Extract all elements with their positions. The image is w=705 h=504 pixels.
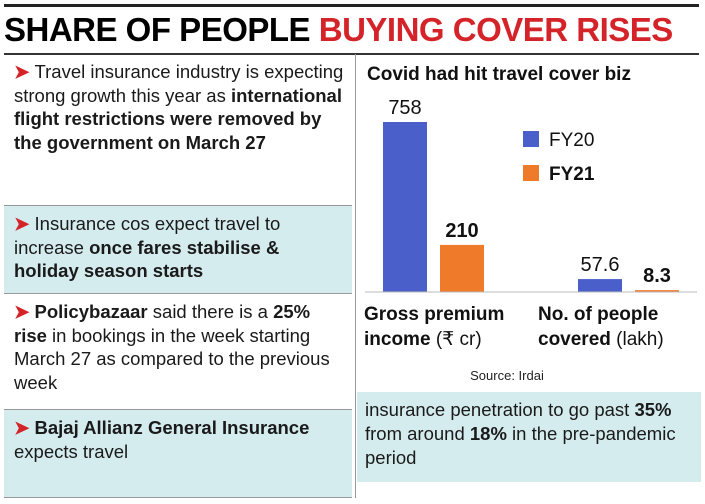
value-label: 758	[388, 97, 421, 119]
bar	[635, 290, 679, 292]
text-run: 18%	[469, 423, 507, 445]
category-unit: (lakh)	[616, 328, 664, 350]
bullet-item: ➤ Bajaj Allianz General Insurance expects…	[4, 410, 352, 498]
text-run: once fares stabilise & holiday season st…	[14, 236, 280, 282]
text-run: 25% rise	[14, 301, 311, 346]
text-run: Travel insurance industry is expecting s…	[14, 61, 344, 106]
category-name: No. of people covered	[538, 304, 659, 350]
text-run: from around	[365, 423, 470, 445]
text-run: Policybazaar	[34, 301, 148, 322]
text-run: in the pre-pandemic period	[365, 423, 676, 469]
text-run: Insurance cos expect travel to increase	[14, 213, 281, 258]
chart-title: Covid had hit travel cover biz	[367, 64, 631, 85]
left-panel: ➤ Travel insurance industry is expecting …	[4, 54, 352, 498]
x-tick-label: No. of people covered (lakh)	[538, 303, 698, 352]
bar	[578, 279, 622, 292]
legend-label: FY20	[549, 130, 594, 151]
bullet-item: ➤ Insurance cos expect travel to increase…	[4, 206, 352, 294]
legend-swatch	[523, 131, 539, 147]
category-unit: (₹ cr)	[435, 328, 482, 350]
bullet-arrow: ➤	[14, 417, 30, 438]
bullet-arrow: ➤	[14, 61, 30, 82]
bullet-arrow: ➤	[14, 301, 30, 322]
bar	[440, 244, 484, 292]
legend-swatch	[523, 165, 539, 181]
text-run: expects travel	[14, 440, 129, 462]
value-label: 210	[445, 220, 478, 242]
text-run: insurance penetration to go past	[365, 399, 635, 420]
source: Source: Irdai	[470, 368, 544, 383]
divider	[355, 54, 356, 498]
title-highlight: BUYING COVER RISES	[318, 11, 674, 48]
bullet-arrow: ➤	[14, 213, 30, 234]
legend-label: FY21	[549, 164, 595, 185]
header: SHARE OF PEOPLE BUYING COVER RISES	[4, 4, 699, 55]
chart: Covid had hit travel cover biz 758 57.6 FY…	[365, 64, 697, 383]
text-run: in bookings in the week starting March 2…	[14, 324, 330, 394]
value-label: 57.6	[581, 254, 620, 276]
bar	[383, 122, 427, 292]
value-label: 8.3	[643, 265, 671, 287]
bullet-item: ➤ Travel insurance industry is expecting …	[4, 54, 352, 206]
footnote: insurance penetration to go past 35% fro…	[357, 392, 701, 482]
title: SHARE OF PEOPLE	[4, 11, 311, 48]
text-run: international flight restrictions were r…	[14, 84, 342, 154]
category-name: Gross premium income	[364, 304, 505, 350]
text-run: said there is a	[147, 301, 274, 322]
bullet-item: ➤ Policybazaar said there is a 25% rise i…	[4, 294, 352, 410]
text-run: Bajaj Allianz General Insurance	[34, 417, 310, 438]
text-run: 35%	[634, 399, 672, 420]
x-tick-label: Gross premium income (₹ cr)	[364, 303, 524, 352]
